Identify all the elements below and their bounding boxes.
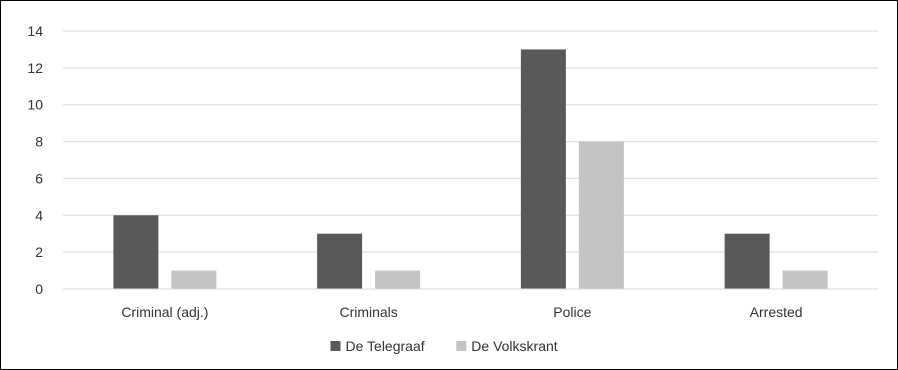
bar-de-telegraaf — [520, 49, 566, 289]
bars — [113, 49, 828, 289]
legend-label-de-volkskrant: De Volkskrant — [471, 338, 557, 354]
y-tick-label: 0 — [35, 281, 43, 297]
y-tick-label: 6 — [35, 170, 43, 186]
y-axis-tick-labels: 0 2 4 6 8 10 12 14 — [27, 23, 43, 297]
bar-de-volkskrant — [375, 270, 421, 289]
bar-de-telegraaf — [113, 215, 159, 289]
legend-swatch-de-telegraaf — [330, 341, 341, 351]
x-category-label: Criminal (adj.) — [121, 304, 208, 320]
gridlines — [63, 30, 878, 253]
bar-de-volkskrant — [578, 141, 624, 289]
y-tick-label: 4 — [35, 207, 43, 223]
bar-de-volkskrant — [782, 270, 828, 289]
legend: De Telegraaf De Volkskrant — [330, 338, 558, 354]
legend-label-de-telegraaf: De Telegraaf — [346, 338, 425, 354]
y-tick-label: 8 — [35, 134, 43, 150]
legend-swatch-de-volkskrant — [456, 341, 467, 351]
x-axis-category-labels: Criminal (adj.) Criminals Police Arrested — [121, 304, 802, 320]
y-tick-label: 2 — [35, 244, 43, 260]
y-tick-label: 12 — [27, 60, 43, 76]
bar-de-telegraaf — [317, 233, 363, 289]
bar-de-telegraaf — [724, 233, 770, 289]
y-tick-label: 10 — [27, 97, 43, 113]
x-category-label: Criminals — [339, 304, 397, 320]
bar-de-volkskrant — [171, 270, 217, 289]
x-category-label: Police — [553, 304, 591, 320]
y-tick-label: 14 — [27, 23, 43, 39]
x-category-label: Arrested — [750, 304, 803, 320]
